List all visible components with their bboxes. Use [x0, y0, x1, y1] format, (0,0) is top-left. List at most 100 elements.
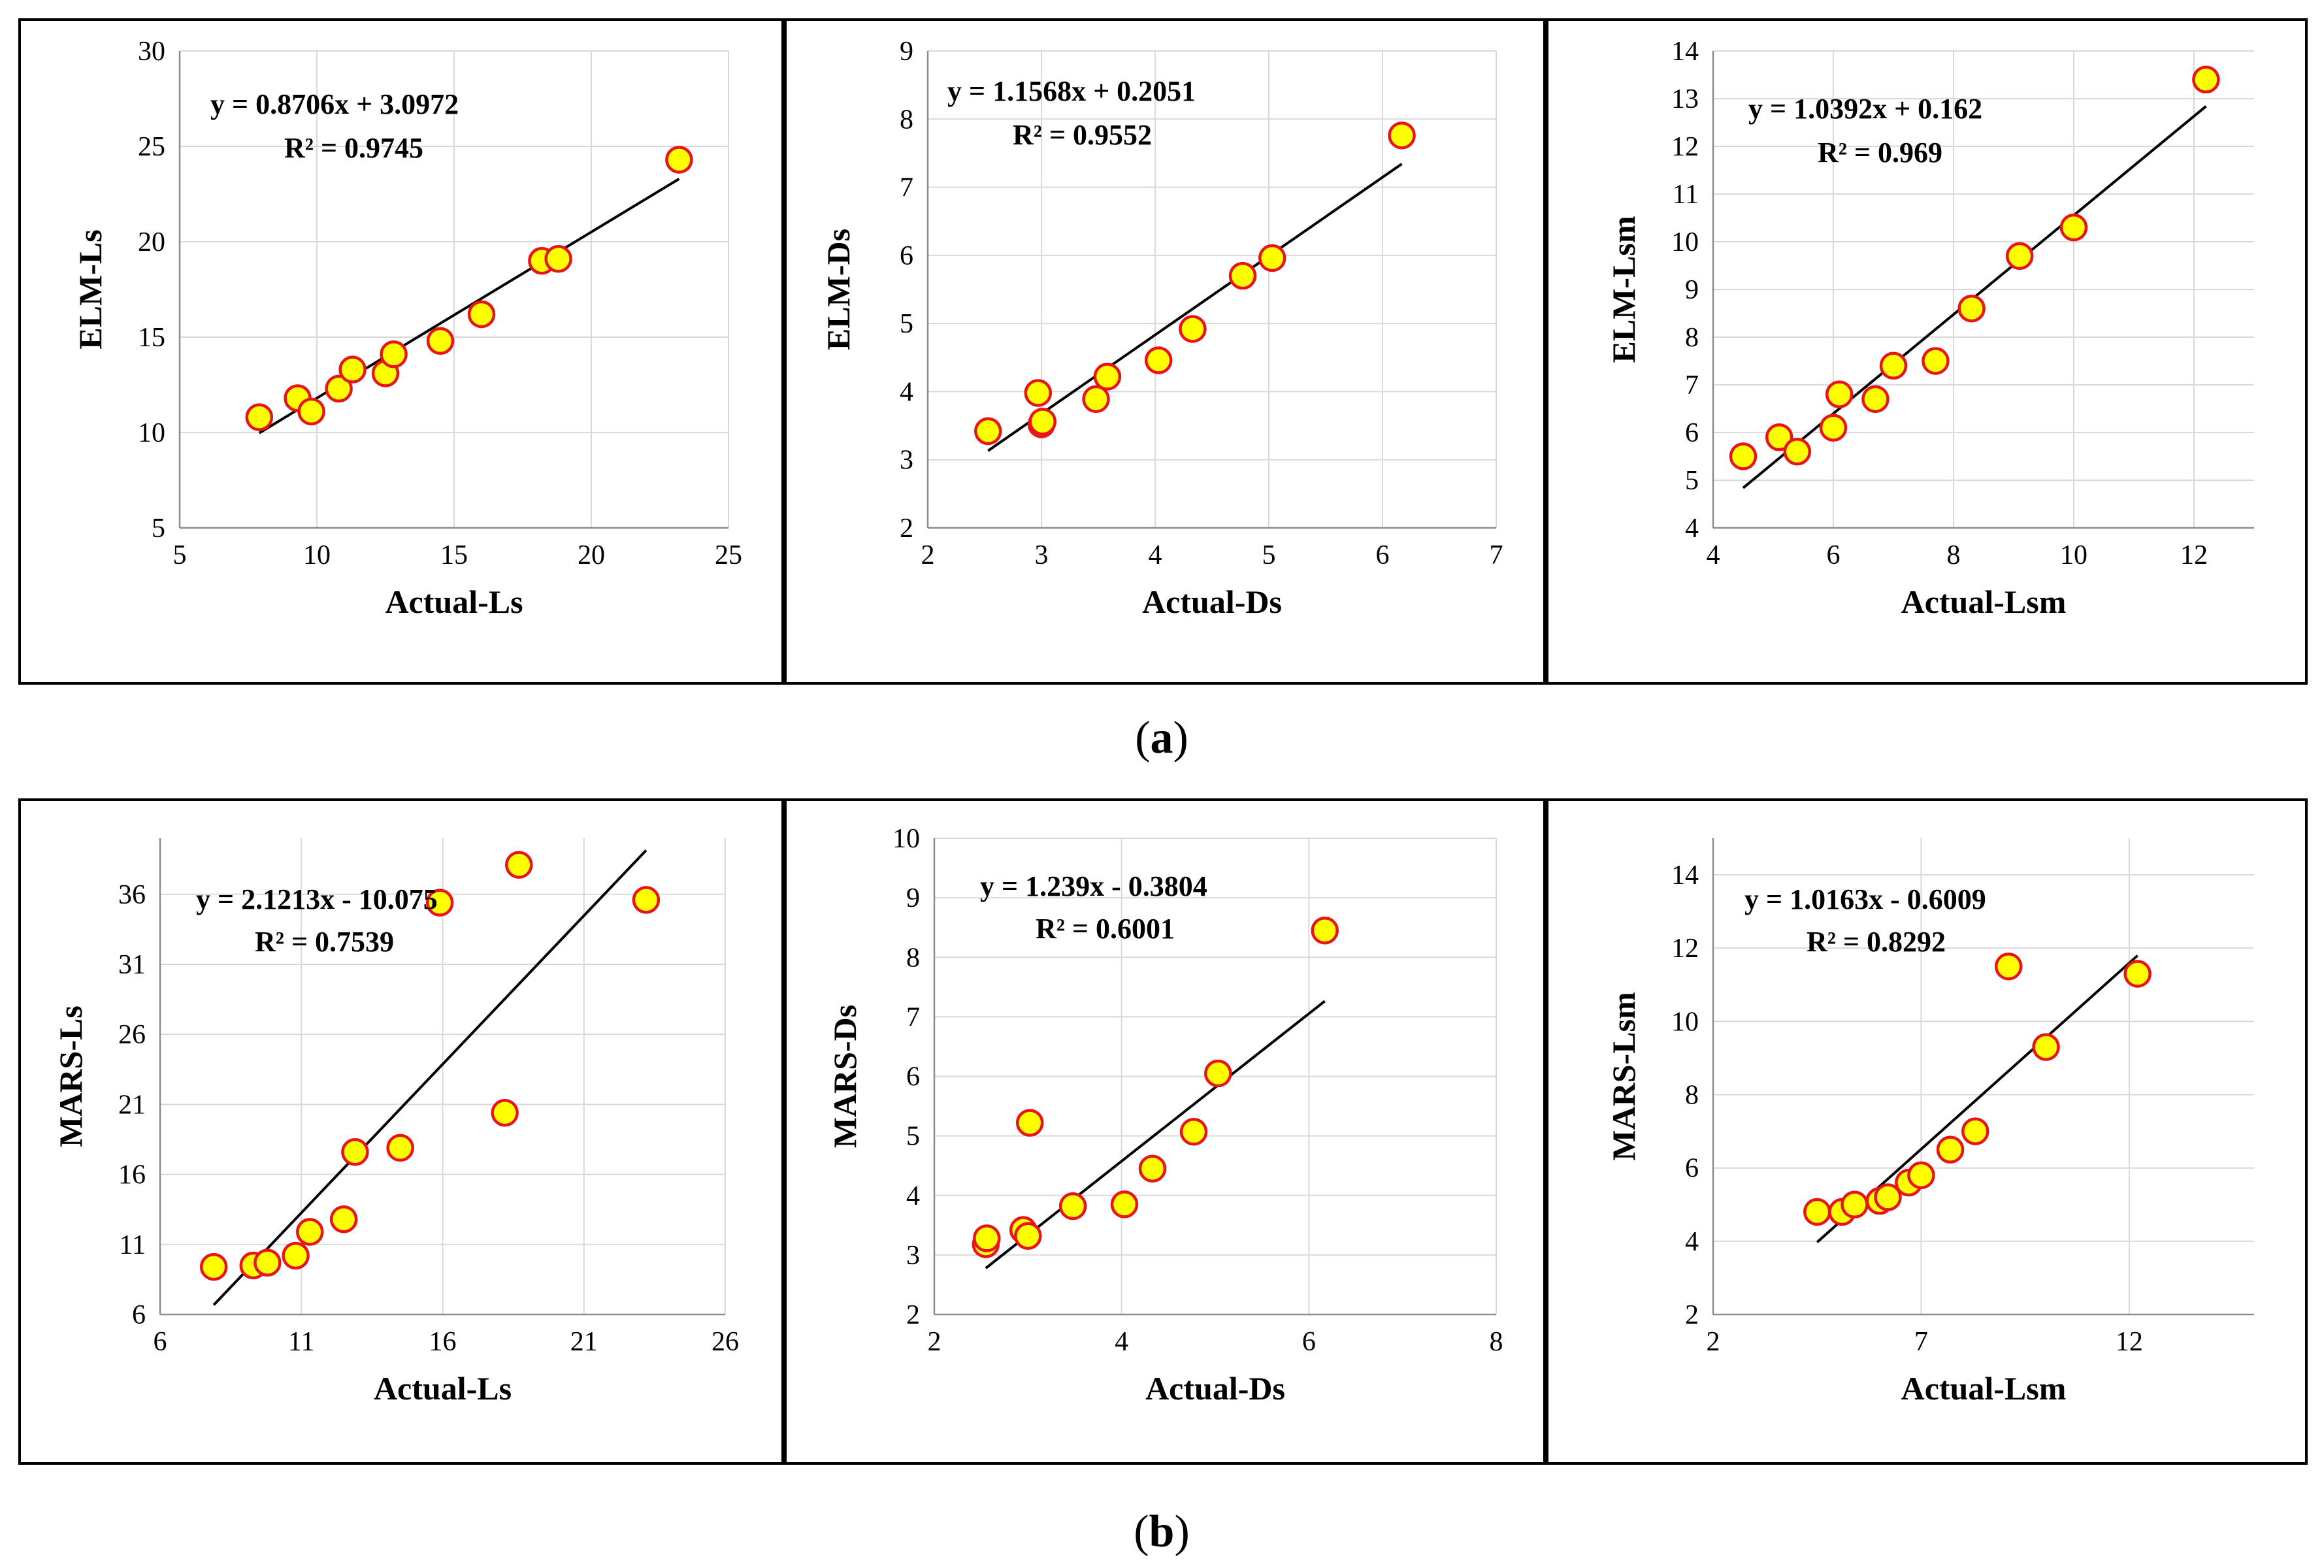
x-tick-label: 3 — [1035, 540, 1049, 570]
y-tick-label: 4 — [1685, 514, 1699, 544]
y-axis-title: ELM-Ls — [72, 229, 108, 349]
y-tick-label: 20 — [138, 227, 165, 257]
chart-panel-a1: 5 10 15 20 25 5 10 15 20 25 30 Actual-Ls ELM-Ls y = 0… — [18, 18, 784, 685]
x-axis-title: Actual-Ds — [1142, 583, 1282, 620]
x-tick-label: 8 — [1947, 540, 1961, 570]
data-point — [341, 1138, 369, 1166]
y-tick-label: 4 — [906, 1181, 920, 1211]
chart-b2: 2 4 6 8 2 3 4 5 6 7 8 9 10 Actual-Ds MARS-Ds y = 1.239x… — [826, 824, 1503, 1407]
x-tick-label: 6 — [1376, 540, 1390, 570]
y-tick-label: 5 — [900, 309, 913, 339]
x-tick-label: 12 — [2116, 1327, 2143, 1357]
data-point — [1024, 379, 1053, 407]
data-point — [2032, 1033, 2060, 1061]
y-tick-label: 11 — [1673, 180, 1699, 210]
data-point — [1144, 346, 1173, 374]
caption-a: (a) — [1135, 713, 1188, 763]
x-tick-label: 6 — [154, 1327, 167, 1357]
trendline — [258, 178, 680, 434]
y-tick-label: 14 — [1671, 37, 1699, 67]
y-tick-label: 5 — [1685, 466, 1699, 496]
data-point — [974, 417, 1002, 446]
x-tick-label: 7 — [1914, 1327, 1928, 1357]
x-tick-label: 5 — [173, 540, 187, 570]
data-point — [1110, 1190, 1139, 1218]
chart-panel-a2: 2 3 4 5 6 7 2 3 4 5 6 7 8 9 Actual-Ds ELM-Ds y = 1.1568x… — [784, 18, 1546, 685]
y-tick-label: 6 — [132, 1300, 146, 1330]
x-tick-label: 2 — [921, 540, 935, 570]
x-tick-label: 11 — [288, 1327, 314, 1357]
y-tick-label: 26 — [118, 1020, 146, 1050]
y-tick-label: 6 — [1685, 418, 1699, 448]
data-point — [1388, 122, 1416, 150]
y-tick-label: 31 — [118, 950, 146, 980]
r-squared-label: R² = 0.9552 — [1013, 119, 1152, 151]
data-point — [325, 374, 353, 403]
y-tick-label: 12 — [1671, 132, 1699, 162]
data-point — [1729, 442, 1758, 470]
data-point — [1841, 1190, 1869, 1219]
trendline-equation: y = 1.0392x + 0.162 — [1748, 93, 1982, 125]
r-squared-label: R² = 0.6001 — [1036, 913, 1175, 945]
x-tick-label: 15 — [440, 540, 468, 570]
x-tick-label: 5 — [1262, 540, 1276, 570]
data-point — [1014, 1222, 1042, 1250]
y-tick-label: 8 — [906, 943, 920, 973]
data-point — [245, 403, 274, 431]
y-tick-label: 12 — [1671, 934, 1699, 964]
data-point — [1228, 261, 1257, 290]
data-point — [1082, 385, 1110, 414]
data-point — [1204, 1059, 1232, 1088]
y-tick-label: 9 — [900, 37, 913, 67]
x-tick-label: 25 — [715, 540, 742, 570]
data-point — [467, 300, 496, 329]
trendline-equation: y = 1.239x - 0.3804 — [980, 870, 1207, 902]
y-tick-label: 7 — [1685, 370, 1699, 400]
x-tick-label: 21 — [570, 1327, 598, 1357]
data-point — [544, 245, 572, 273]
data-point — [973, 1224, 1001, 1252]
chart-a2: 2 3 4 5 6 7 2 3 4 5 6 7 8 9 Actual-Ds ELM-Ds y = 1.1568x… — [820, 37, 1503, 620]
data-point — [338, 355, 367, 384]
data-point — [1861, 385, 1890, 414]
data-point — [1015, 1109, 1044, 1137]
y-tick-label: 7 — [900, 173, 913, 203]
y-tick-label: 14 — [1671, 860, 1699, 890]
data-point — [1907, 1161, 1935, 1190]
data-point — [1803, 1198, 1831, 1226]
y-tick-label: 2 — [900, 514, 913, 544]
y-tick-label: 2 — [906, 1300, 920, 1330]
chart-b1: 6 11 16 21 26 6 11 16 21 26 31 36 Actual-Ls MARS-Ls y … — [52, 838, 739, 1407]
data-point — [505, 851, 533, 879]
data-point — [1258, 244, 1286, 272]
data-point — [1179, 1117, 1208, 1146]
y-tick-label: 9 — [906, 883, 920, 913]
y-tick-label: 13 — [1671, 84, 1699, 114]
y-tick-label: 5 — [152, 514, 165, 544]
data-point — [426, 327, 455, 355]
x-tick-label: 16 — [429, 1327, 457, 1357]
trendline-equation: y = 0.8706x + 3.0972 — [210, 88, 459, 120]
x-tick-label: 7 — [1490, 540, 1503, 570]
y-tick-label: 3 — [906, 1241, 920, 1271]
chart-a1: 5 10 15 20 25 5 10 15 20 25 30 Actual-Ls ELM-Ls y = 0… — [72, 37, 742, 620]
y-tick-label: 2 — [1685, 1300, 1699, 1330]
caption-b-letter: b — [1149, 1507, 1175, 1557]
r-squared-label: R² = 0.7539 — [255, 926, 394, 958]
data-point — [491, 1098, 519, 1127]
y-tick-label: 6 — [1685, 1154, 1699, 1184]
y-tick-label: 11 — [120, 1230, 146, 1260]
data-point — [2123, 960, 2152, 988]
x-tick-label: 26 — [712, 1327, 739, 1357]
y-tick-label: 21 — [118, 1090, 146, 1120]
data-point — [1138, 1154, 1167, 1183]
y-tick-label: 8 — [1685, 323, 1699, 353]
y-axis-title: ELM-Ds — [820, 229, 857, 350]
trendline-equation: y = 1.0163x - 0.6009 — [1744, 883, 1986, 915]
data-point — [1765, 423, 1793, 451]
data-point — [1936, 1135, 1965, 1164]
x-axis-title: Actual-Lsm — [1901, 583, 2067, 620]
data-point — [199, 1252, 228, 1281]
chart-panel-b3: 2 7 12 2 4 6 8 10 12 14 Actual-Lsm MARS-Lsm y = 1.01… — [1546, 798, 2308, 1465]
